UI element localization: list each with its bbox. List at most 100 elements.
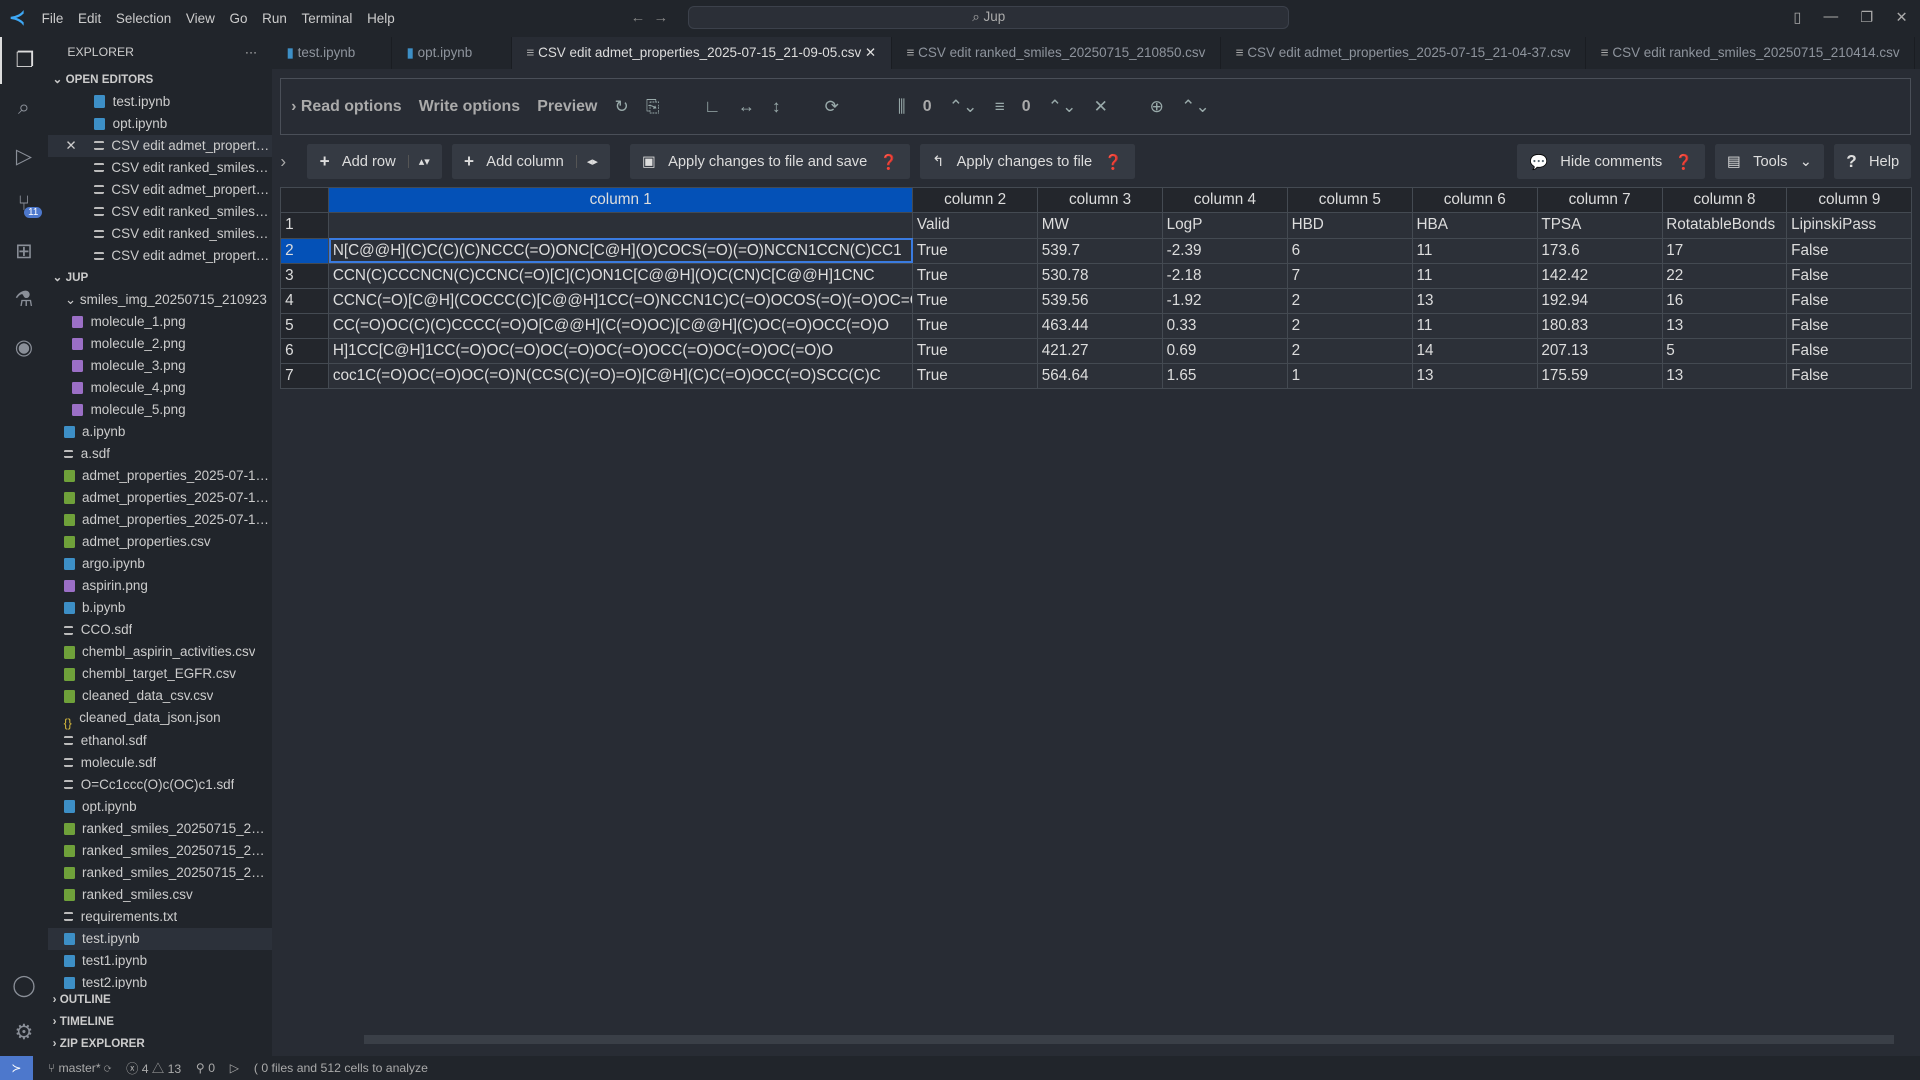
apply-save-button[interactable]: ▣ Apply changes to file and save ❓: [629, 144, 911, 179]
table-cell[interactable]: 192.94: [1536, 287, 1663, 314]
menu-selection[interactable]: Selection: [115, 10, 172, 26]
column-header[interactable]: column 6: [1411, 187, 1538, 214]
file-item[interactable]: ranked_smiles_20250715_2104...: [48, 840, 272, 862]
settings-gear-icon[interactable]: ⚙: [14, 1021, 34, 1045]
table-cell[interactable]: True: [912, 312, 1039, 339]
row-number[interactable]: 6: [280, 337, 330, 364]
source-control-icon[interactable]: ⑂ 11: [0, 180, 48, 228]
remote-icon[interactable]: ≻: [0, 1055, 34, 1080]
column-header[interactable]: column 8: [1661, 187, 1788, 214]
section-timeline[interactable]: › TIMELINE: [52, 1015, 114, 1029]
menu-help[interactable]: Help: [367, 10, 395, 26]
json-icon[interactable]: ◉: [14, 335, 33, 359]
fixed-rows-value[interactable]: 0: [1021, 97, 1031, 115]
run-debug-icon[interactable]: ▷: [15, 144, 32, 168]
file-item[interactable]: ranked_smiles_20250715_2056...: [48, 818, 272, 840]
refresh-icon[interactable]: ⟳: [824, 96, 839, 116]
table-cell[interactable]: False: [1786, 287, 1913, 314]
table-cell[interactable]: 530.78: [1037, 262, 1163, 289]
file-item[interactable]: opt.ipynb: [48, 113, 272, 135]
column-header[interactable]: column 9: [1786, 187, 1913, 214]
table-cell[interactable]: 2: [1286, 337, 1413, 364]
command-center-search[interactable]: ⌕ Jup: [688, 6, 1290, 30]
editor-tab[interactable]: ≡ CSV edit admet_properties_2025-07-15_2…: [511, 36, 892, 69]
editor-tab[interactable]: ▮ opt.ipynb: [392, 36, 512, 69]
file-item[interactable]: ranked_smiles_20250715_2108...: [48, 862, 272, 884]
table-cell[interactable]: True: [912, 237, 1039, 264]
table-cell[interactable]: True: [912, 287, 1039, 314]
section-zip-explorer[interactable]: › ZIP EXPLORER: [52, 1037, 145, 1051]
menu-edit[interactable]: Edit: [78, 10, 102, 26]
table-cell[interactable]: TPSA: [1536, 212, 1663, 239]
search-icon[interactable]: ⌕: [18, 96, 30, 120]
file-item[interactable]: ethanol.sdf: [48, 730, 272, 752]
table-cell[interactable]: 11: [1411, 237, 1538, 264]
file-item[interactable]: requirements.txt: [48, 906, 272, 928]
file-item[interactable]: opt.ipynb: [48, 796, 272, 818]
help-circle-icon[interactable]: ❓: [879, 154, 898, 171]
editor-tab[interactable]: ≡ CSV edit admet_properties_2025-07-15_2…: [1221, 36, 1587, 69]
row-number[interactable]: 2: [280, 237, 330, 264]
table-cell[interactable]: -2.39: [1162, 237, 1288, 264]
table-cell[interactable]: False: [1786, 337, 1913, 364]
close-tab-icon[interactable]: ✕: [861, 44, 877, 60]
row-stepper-icon[interactable]: ▴▾: [407, 155, 430, 169]
table-cell[interactable]: CCNC(=O)[C@H](COCCC(C)[C@@H]1CC(=O)NCCN1…: [328, 287, 914, 314]
table-cell[interactable]: H]1CC[C@H]1CC(=O)OC(=O)OC(=O)OC(=O)OCC(=…: [328, 337, 914, 364]
file-item[interactable]: test.ipynb: [48, 91, 272, 113]
table-cell[interactable]: 1.65: [1162, 362, 1288, 390]
table-cell[interactable]: -1.92: [1162, 287, 1288, 314]
help-circle-icon[interactable]: ❓: [1104, 154, 1123, 171]
table-cell[interactable]: False: [1786, 362, 1913, 390]
help-button[interactable]: ? Help: [1834, 144, 1912, 179]
menu-view[interactable]: View: [185, 10, 215, 26]
help-circle-icon[interactable]: ❓: [1674, 154, 1693, 171]
column-header[interactable]: column 5: [1286, 187, 1413, 214]
table-cell[interactable]: Valid: [912, 212, 1039, 239]
window-controls[interactable]: ▯ — ❐ ✕: [1793, 9, 1907, 26]
file-item[interactable]: test2.ipynb: [48, 972, 272, 994]
menu-terminal[interactable]: Terminal: [301, 10, 353, 26]
column-stepper-icon[interactable]: ◂▸: [576, 155, 598, 169]
table-cell[interactable]: 22: [1661, 262, 1788, 289]
table-cell[interactable]: 539.56: [1037, 287, 1163, 314]
file-item[interactable]: O=Cc1ccc(O)c(OC)c1.sdf: [48, 774, 272, 796]
table-cell[interactable]: 0.69: [1162, 337, 1288, 364]
file-item[interactable]: molecule_2.png: [48, 333, 272, 355]
file-item[interactable]: {} cleaned_data_json.json: [48, 707, 272, 729]
editor-tab[interactable]: ▮ test.ipynb: [272, 36, 392, 69]
file-item[interactable]: cleaned_data_csv.csv: [48, 685, 272, 707]
file-item[interactable]: a.ipynb: [48, 421, 272, 443]
expand-rows-icon[interactable]: ↕: [771, 96, 781, 116]
table-cell[interactable]: True: [912, 262, 1039, 289]
nav-arrows[interactable]: ← →: [630, 9, 669, 26]
table-cell[interactable]: MW: [1037, 212, 1163, 239]
column-header[interactable]: column 1: [328, 187, 914, 214]
zoom-stepper[interactable]: ⌃⌄: [1181, 96, 1210, 116]
close-editor-icon[interactable]: ✕: [65, 137, 77, 153]
row-number[interactable]: 7: [280, 362, 330, 390]
table-cell[interactable]: 2: [1286, 287, 1413, 314]
run-icon[interactable]: ▷: [229, 1060, 240, 1075]
minimize-icon[interactable]: —: [1823, 8, 1839, 25]
table-cell[interactable]: False: [1786, 262, 1913, 289]
branch-item[interactable]: ⑂ master* ⟳: [47, 1060, 112, 1075]
table-cell[interactable]: 13: [1411, 287, 1538, 314]
problems-item[interactable]: ⓧ 4 △ 13: [126, 1061, 182, 1076]
file-item[interactable]: ✕ CSV edit admet_properties_2025-07-15_21…: [47, 134, 272, 157]
table-cell[interactable]: 539.7: [1037, 237, 1163, 264]
table-cell[interactable]: 175.59: [1536, 362, 1663, 390]
file-item[interactable]: CSV edit admet_properties_2025-07-15_21-…: [48, 179, 272, 201]
file-item[interactable]: chembl_target_EGFR.csv: [48, 663, 272, 685]
table-cell[interactable]: 421.27: [1037, 337, 1163, 364]
table-cell[interactable]: 2: [1286, 312, 1413, 339]
table-cell[interactable]: 1: [1286, 362, 1413, 390]
column-header[interactable]: column 3: [1037, 187, 1163, 214]
open-editors-header[interactable]: ⌄ OPEN EDITORS: [52, 72, 154, 86]
expand-columns-icon[interactable]: ↔: [737, 96, 755, 116]
table-cell[interactable]: 180.83: [1536, 312, 1663, 339]
tools-button[interactable]: ▤ Tools ⌄: [1714, 144, 1825, 179]
corner-cell[interactable]: [280, 187, 330, 214]
file-item[interactable]: admet_properties.csv: [48, 531, 272, 553]
table-cell[interactable]: 7: [1286, 262, 1413, 289]
